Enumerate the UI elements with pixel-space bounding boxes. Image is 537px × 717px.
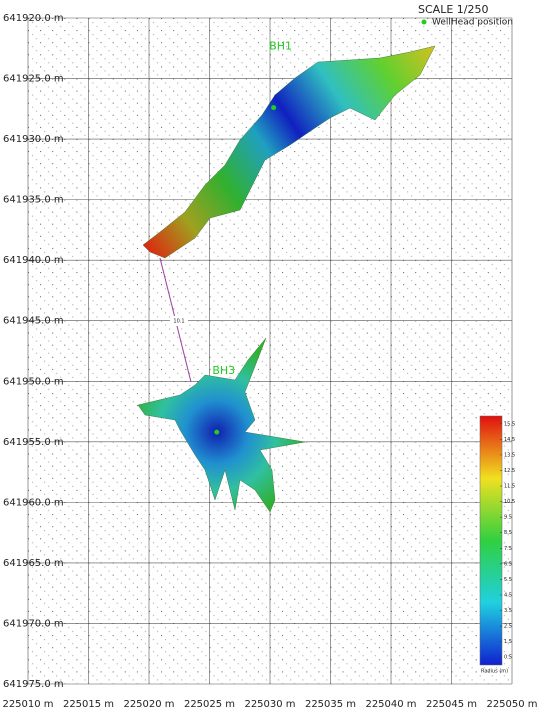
colorbar-tick-label: 9.5 (504, 515, 512, 521)
y-tick-label: 641960.0 m (3, 497, 64, 508)
colorbar-tick-label: 12.5 (504, 468, 515, 474)
x-tick-label: 225010 m (2, 699, 53, 710)
x-tick-label: 225020 m (123, 699, 174, 710)
colorbar-label: Radius (m) (481, 669, 508, 675)
bh1-cavity (142, 45, 436, 259)
annotation: 10.1 (173, 319, 184, 325)
colorbar-tick-label: 0.5 (504, 655, 512, 661)
y-tick-label: 641930.0 m (3, 134, 64, 145)
y-tick-label: 641925.0 m (3, 74, 64, 85)
colorbar-tick-label: 15.5 (504, 421, 515, 427)
colorbar-tick-label: 10.5 (504, 499, 515, 505)
x-tick-label: 225040 m (365, 699, 416, 710)
x-tick-label: 225025 m (184, 699, 235, 710)
legend-marker (421, 19, 427, 25)
colorbar-tick-label: 8.5 (504, 530, 512, 536)
colorbar-tick-label: 13.5 (504, 452, 515, 458)
y-tick-label: 641970.0 m (3, 618, 64, 629)
y-tick-label: 641975.0 m (3, 679, 64, 690)
y-tick-label: 641955.0 m (3, 437, 64, 448)
annotation-box (170, 316, 188, 326)
y-tick-label: 641920.0 m (3, 13, 64, 24)
colorbar-tick-label: 6.5 (504, 561, 512, 567)
colorbar-tick-label: 1.5 (504, 639, 512, 645)
y-tick-label: 641940.0 m (3, 255, 64, 266)
y-tick-label: 641965.0 m (3, 558, 64, 569)
chart-title: SCALE 1/250 (418, 3, 488, 16)
wellhead (271, 105, 277, 111)
x-tick-label: 225030 m (244, 699, 295, 710)
x-tick-label: 225035 m (305, 699, 356, 710)
y-tick-label: 641945.0 m (3, 316, 64, 327)
x-tick-label: 225050 m (486, 699, 537, 710)
colorbar-tick-label: 14.5 (504, 437, 515, 443)
colorbar-tick-label: 4.5 (504, 592, 512, 598)
y-tick-label: 641950.0 m (3, 376, 64, 387)
point-label: BH3 (212, 364, 235, 377)
colorbar-tick-label: 2.5 (504, 624, 512, 630)
x-tick-label: 225015 m (63, 699, 114, 710)
legend-label: WellHead position (432, 18, 513, 28)
bh3-cavity (137, 337, 306, 513)
colorbar-tick-label: 7.5 (504, 546, 512, 552)
colorbar-tick-label: 5.5 (504, 577, 512, 583)
colorbar (479, 415, 503, 666)
wellhead (214, 429, 220, 435)
x-tick-label: 225045 m (426, 699, 477, 710)
point-label: BH1 (269, 40, 292, 53)
y-tick-label: 641935.0 m (3, 195, 64, 206)
colorbar-tick-label: 11.5 (504, 484, 515, 490)
colorbar-tick-label: 3.5 (504, 608, 512, 614)
